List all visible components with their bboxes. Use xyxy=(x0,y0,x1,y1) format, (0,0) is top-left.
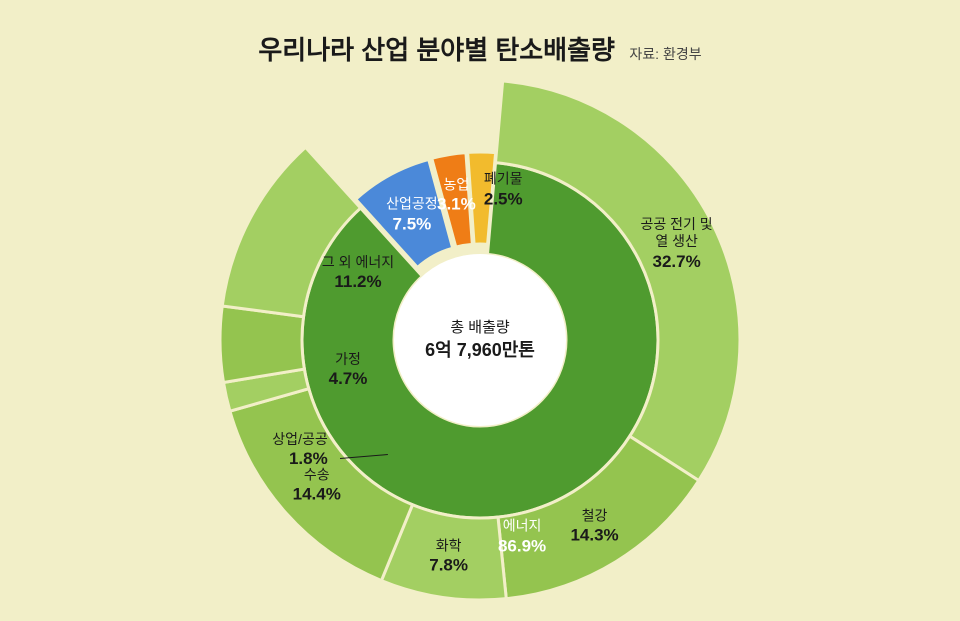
outer-slice-label-external: 그 외 에너지11.2% xyxy=(322,253,394,293)
chart-title: 우리나라 산업 분야별 탄소배출량 xyxy=(258,35,615,65)
carbon-donut-chart: 에너지86.9%산업공정7.5%농업3.1%폐기물2.5%공공 전기 및열 생산… xyxy=(210,70,750,610)
slice-pct: 1.8% xyxy=(272,448,327,470)
slice-pct: 4.7% xyxy=(329,368,368,390)
slice-name: 상업/공공 xyxy=(272,430,327,448)
slice-pct: 11.2% xyxy=(322,271,394,293)
center-label: 총 배출량6억 7,960만톤 xyxy=(425,317,535,363)
chart-source: 자료: 환경부 xyxy=(629,46,701,62)
outer-slice xyxy=(220,306,304,382)
title-row: 우리나라 산업 분야별 탄소배출량 자료: 환경부 xyxy=(0,30,960,67)
slice-name: 가정 xyxy=(329,350,368,368)
outer-slice-label-external: 가정4.7% xyxy=(329,350,368,390)
slice-name: 그 외 에너지 xyxy=(322,253,394,271)
center-label-value: 6억 7,960만톤 xyxy=(425,338,535,363)
center-label-title: 총 배출량 xyxy=(425,317,535,338)
outer-slice-label-external: 상업/공공1.8% xyxy=(272,430,327,470)
